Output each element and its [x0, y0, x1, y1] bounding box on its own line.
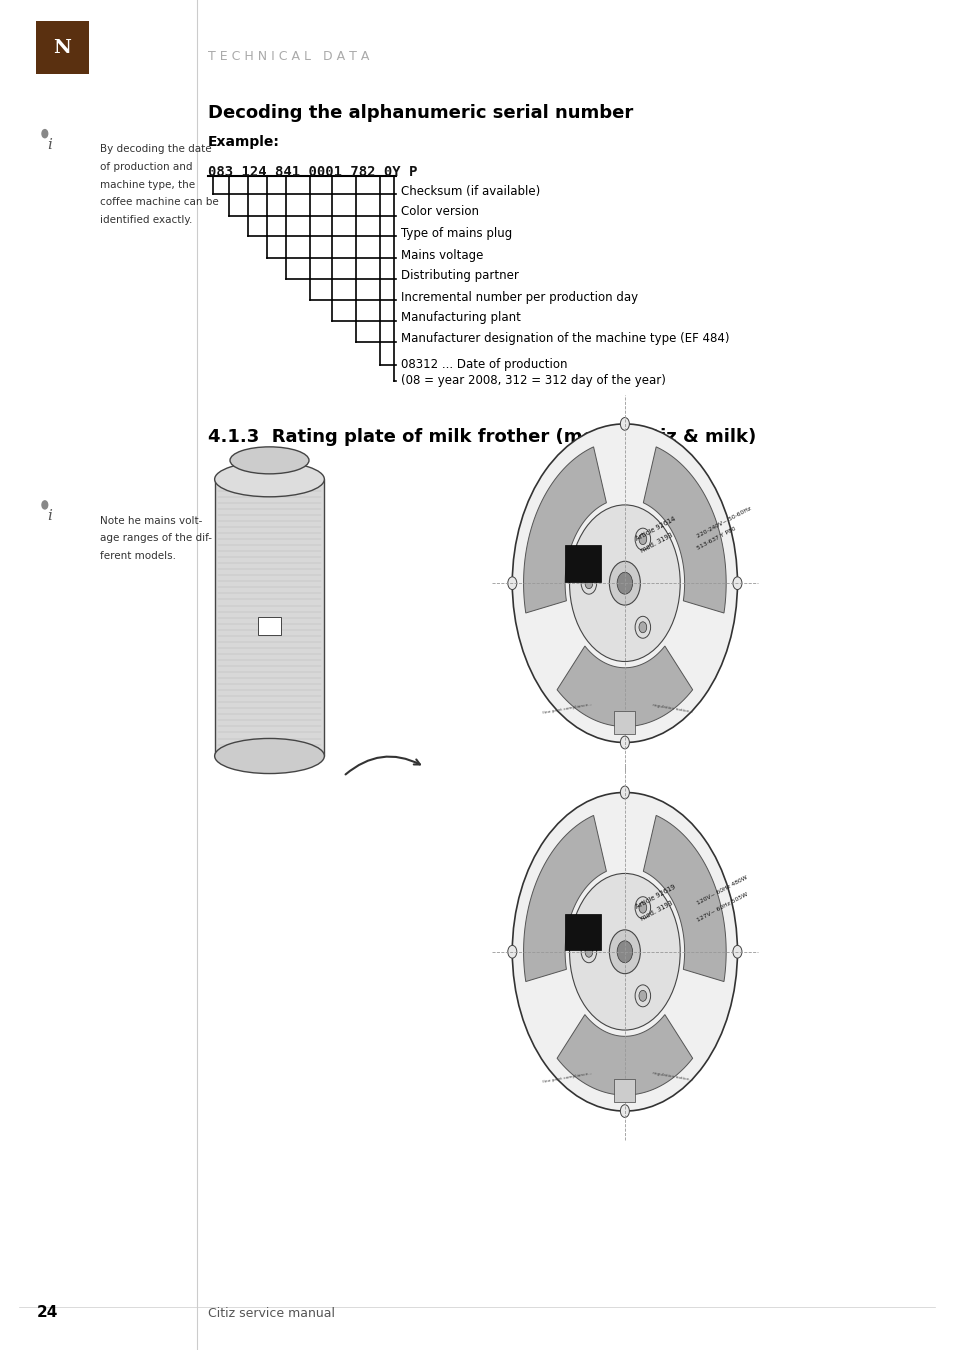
Circle shape: [619, 736, 629, 749]
Bar: [564, 545, 601, 582]
Text: coffee machine can be: coffee machine can be: [100, 197, 218, 207]
Circle shape: [639, 991, 646, 1002]
Text: ferent models.: ferent models.: [100, 551, 176, 560]
Text: fine print compliance...: fine print compliance...: [542, 703, 592, 716]
Circle shape: [580, 941, 596, 963]
Text: 513-637 Y P80: 513-637 Y P80: [696, 526, 737, 551]
Polygon shape: [642, 815, 725, 981]
Circle shape: [42, 501, 48, 509]
Text: Example:: Example:: [208, 135, 279, 148]
Text: Checksum (if available): Checksum (if available): [400, 185, 539, 198]
Circle shape: [619, 786, 629, 799]
Polygon shape: [557, 1015, 692, 1095]
Circle shape: [512, 424, 737, 742]
Circle shape: [617, 572, 632, 594]
Circle shape: [635, 528, 650, 549]
Text: 4.1.3  Rating plate of milk frother (model Citiz & milk): 4.1.3 Rating plate of milk frother (mode…: [208, 428, 756, 446]
Text: Decoding the alphanumeric serial number: Decoding the alphanumeric serial number: [208, 104, 633, 122]
Circle shape: [639, 622, 646, 633]
Circle shape: [584, 946, 592, 957]
Text: By decoding the date: By decoding the date: [100, 144, 212, 154]
Bar: [614, 1079, 635, 1102]
Text: mod. 3193: mod. 3193: [639, 900, 673, 922]
Text: 120V~ 60Hz 480W: 120V~ 60Hz 480W: [696, 875, 748, 906]
Circle shape: [635, 986, 650, 1007]
Circle shape: [619, 1104, 629, 1118]
Text: Distributing partner: Distributing partner: [400, 269, 518, 282]
Circle shape: [584, 578, 592, 589]
Text: Citiz service manual: Citiz service manual: [208, 1307, 335, 1320]
Text: N: N: [53, 39, 71, 57]
Text: Manufacturing plant: Manufacturing plant: [400, 310, 520, 324]
Text: regulation notice...: regulation notice...: [651, 703, 693, 714]
Circle shape: [619, 417, 629, 431]
Circle shape: [512, 792, 737, 1111]
Polygon shape: [557, 647, 692, 726]
Text: 220-240V~ 50-60Hz: 220-240V~ 50-60Hz: [696, 506, 752, 539]
Polygon shape: [642, 447, 725, 613]
Circle shape: [507, 576, 517, 590]
Text: fine print compliance...: fine print compliance...: [542, 1072, 592, 1084]
Text: Note he mains volt-: Note he mains volt-: [100, 516, 202, 525]
Text: 24: 24: [36, 1305, 57, 1320]
Text: identified exactly.: identified exactly.: [100, 215, 193, 224]
Text: Color version: Color version: [400, 205, 478, 219]
Polygon shape: [523, 447, 606, 613]
Circle shape: [732, 576, 741, 590]
Text: Mains voltage: Mains voltage: [400, 248, 482, 262]
Text: T E C H N I C A L   D A T A: T E C H N I C A L D A T A: [208, 50, 369, 63]
Ellipse shape: [214, 462, 324, 497]
Bar: [614, 710, 635, 733]
Text: Incremental number per production day: Incremental number per production day: [400, 290, 638, 304]
Text: regulation notice...: regulation notice...: [651, 1072, 693, 1083]
Text: Manufacturer designation of the machine type (EF 484): Manufacturer designation of the machine …: [400, 332, 728, 346]
Bar: [214, 479, 324, 756]
Text: Article 92619: Article 92619: [634, 884, 676, 910]
Circle shape: [609, 930, 639, 973]
Text: Type of mains plug: Type of mains plug: [400, 227, 512, 240]
Text: machine type, the: machine type, the: [100, 180, 195, 189]
Circle shape: [639, 533, 646, 544]
Text: i: i: [47, 509, 52, 522]
Text: 083 124 841 0001 782 0Y P: 083 124 841 0001 782 0Y P: [208, 165, 416, 178]
Bar: [564, 914, 601, 950]
Circle shape: [639, 902, 646, 913]
Circle shape: [569, 873, 679, 1030]
Polygon shape: [523, 815, 606, 981]
Text: age ranges of the dif-: age ranges of the dif-: [100, 533, 212, 543]
Circle shape: [635, 896, 650, 918]
Circle shape: [635, 617, 650, 639]
Bar: [257, 617, 280, 634]
Text: mod. 3193: mod. 3193: [639, 532, 673, 553]
Circle shape: [42, 130, 48, 138]
Circle shape: [617, 941, 632, 963]
Circle shape: [580, 572, 596, 594]
Ellipse shape: [230, 447, 309, 474]
Bar: [36, 20, 89, 74]
Circle shape: [569, 505, 679, 662]
Text: (08 = year 2008, 312 = 312 day of the year): (08 = year 2008, 312 = 312 day of the ye…: [400, 374, 665, 387]
Text: of production and: of production and: [100, 162, 193, 171]
Ellipse shape: [214, 738, 324, 774]
Circle shape: [732, 945, 741, 958]
Circle shape: [609, 562, 639, 605]
Circle shape: [507, 945, 517, 958]
Text: 08312 ... Date of production: 08312 ... Date of production: [400, 358, 567, 371]
Text: Article 92614: Article 92614: [634, 516, 676, 541]
Text: i: i: [47, 138, 52, 151]
Text: 127V~ 60Hz 505W: 127V~ 60Hz 505W: [696, 891, 748, 922]
